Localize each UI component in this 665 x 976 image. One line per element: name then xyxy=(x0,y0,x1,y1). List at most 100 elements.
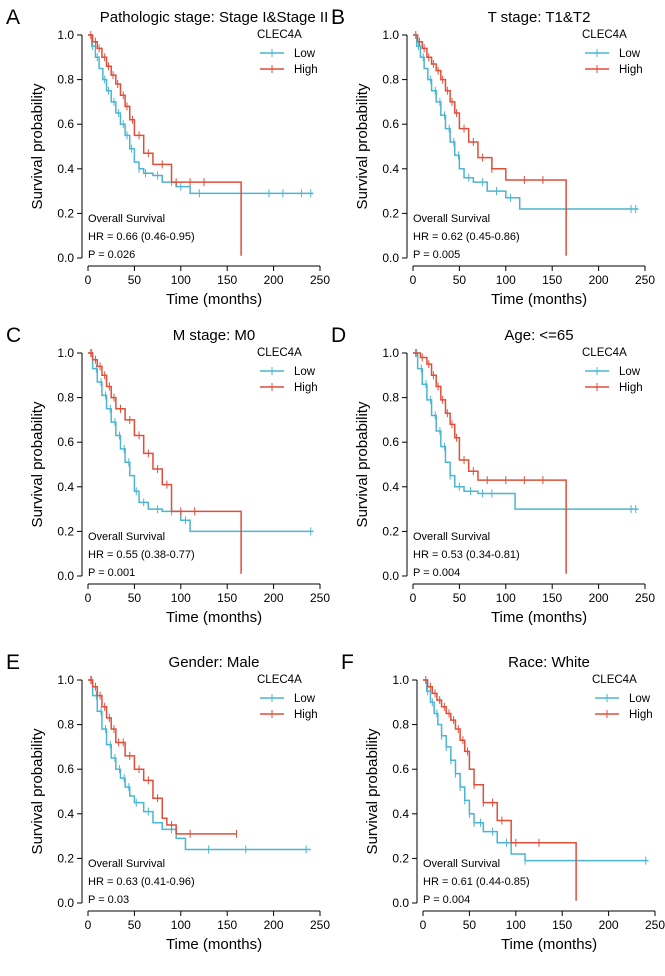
x-tick-label: 50 xyxy=(128,918,142,932)
y-tick-label: 0.0 xyxy=(57,896,74,910)
x-tick-label: 50 xyxy=(453,273,467,287)
p-value-text: P = 0.001 xyxy=(88,567,135,579)
y-tick-label: 0.4 xyxy=(382,480,399,494)
y-tick-label: 1.0 xyxy=(392,673,409,687)
y-tick-label: 0.0 xyxy=(57,569,74,583)
y-tick-label: 0.6 xyxy=(57,117,74,131)
x-tick-label: 200 xyxy=(264,918,284,932)
km-plot-svg: F Race: White 0.0 0.2 0.4 0.6 0.8 1.0 0 50 100 150 2… xyxy=(341,651,665,953)
p-value-text: P = 0.005 xyxy=(413,249,460,261)
x-axis-label: Time (months) xyxy=(166,609,262,626)
x-tick-label: 150 xyxy=(217,918,237,932)
y-tick-label: 0.0 xyxy=(57,251,74,265)
p-value-text: P = 0.004 xyxy=(423,894,470,906)
x-tick-label: 250 xyxy=(645,918,665,932)
panel-label: C xyxy=(6,324,21,347)
km-panel-f: F Race: White 0.0 0.2 0.4 0.6 0.8 1.0 0 50 100 150 2… xyxy=(335,645,665,965)
y-tick-label: 0.2 xyxy=(57,206,74,220)
legend-title: CLEC4A xyxy=(582,29,627,41)
legend-title: CLEC4A xyxy=(257,29,302,41)
survival-type-label: Overall Survival xyxy=(88,213,165,225)
legend-label-high: High xyxy=(294,64,318,76)
x-tick-label: 100 xyxy=(506,918,526,932)
y-tick-label: 0.4 xyxy=(392,807,409,821)
legend-label-low: Low xyxy=(619,48,641,60)
km-plot-svg: D Age: <=65 0.0 0.2 0.4 0.6 0.8 1.0 0 50 100 150 200… xyxy=(331,324,655,626)
legend-title: CLEC4A xyxy=(257,674,302,686)
p-value-text: P = 0.03 xyxy=(88,894,129,906)
x-tick-label: 250 xyxy=(310,273,330,287)
x-axis-label: Time (months) xyxy=(501,936,597,953)
legend-label-high: High xyxy=(619,382,643,394)
y-tick-label: 0.8 xyxy=(57,391,74,405)
panel-label: A xyxy=(6,6,20,29)
x-tick-label: 150 xyxy=(217,591,237,605)
legend-title: CLEC4A xyxy=(582,347,627,359)
panel-label: D xyxy=(331,324,346,347)
x-axis-label: Time (months) xyxy=(166,291,262,308)
y-tick-label: 0.6 xyxy=(382,435,399,449)
survival-curve-low xyxy=(413,352,639,510)
panel-label: B xyxy=(331,6,345,29)
x-tick-label: 200 xyxy=(264,591,284,605)
x-tick-label: 50 xyxy=(128,273,142,287)
y-tick-label: 0.4 xyxy=(382,162,399,176)
legend-label-low: Low xyxy=(294,366,316,378)
legend-label-high: High xyxy=(294,382,318,394)
y-tick-label: 0.8 xyxy=(382,391,399,405)
km-plot-svg: C M stage: M0 0.0 0.2 0.4 0.6 0.8 1.0 0 50 100 150 2… xyxy=(6,324,330,626)
y-tick-label: 0.8 xyxy=(57,73,74,87)
x-tick-label: 100 xyxy=(496,591,516,605)
x-tick-label: 150 xyxy=(217,273,237,287)
km-plot-svg: E Gender: Male 0.0 0.2 0.4 0.6 0.8 1.0 0 50 100 150… xyxy=(6,651,330,953)
x-tick-label: 100 xyxy=(171,273,191,287)
y-tick-label: 1.0 xyxy=(382,346,399,360)
legend-label-high: High xyxy=(629,709,653,721)
x-tick-label: 150 xyxy=(542,591,562,605)
x-tick-label: 0 xyxy=(420,918,427,932)
panel-title: T stage: T1&T2 xyxy=(488,9,591,26)
y-tick-label: 0.4 xyxy=(57,480,74,494)
y-tick-label: 1.0 xyxy=(57,673,74,687)
legend-label-high: High xyxy=(619,64,643,76)
y-tick-label: 0.6 xyxy=(57,762,74,776)
x-tick-label: 200 xyxy=(589,273,609,287)
hazard-ratio-text: HR = 0.66 (0.46-0.95) xyxy=(88,231,195,243)
x-tick-label: 0 xyxy=(410,273,417,287)
hazard-ratio-text: HR = 0.53 (0.34-0.81) xyxy=(413,549,520,561)
x-tick-label: 50 xyxy=(463,918,477,932)
km-panel-d: D Age: <=65 0.0 0.2 0.4 0.6 0.8 1.0 0 50 100 150 200… xyxy=(325,318,655,638)
y-axis-label: Survival probability xyxy=(29,83,46,209)
y-tick-label: 0.4 xyxy=(57,162,74,176)
legend-label-low: Low xyxy=(629,693,651,705)
legend-label-low: Low xyxy=(294,693,316,705)
x-axis-label: Time (months) xyxy=(491,609,587,626)
y-tick-label: 0.6 xyxy=(382,117,399,131)
x-tick-label: 100 xyxy=(496,273,516,287)
x-tick-label: 50 xyxy=(128,591,142,605)
legend-title: CLEC4A xyxy=(592,674,637,686)
p-value-text: P = 0.004 xyxy=(413,567,460,579)
y-tick-label: 0.8 xyxy=(382,73,399,87)
panel-label: F xyxy=(341,651,354,674)
y-axis-label: Survival probability xyxy=(364,728,381,854)
y-tick-label: 0.2 xyxy=(57,524,74,538)
y-tick-label: 0.0 xyxy=(382,251,399,265)
panel-title: Age: <=65 xyxy=(504,327,573,344)
survival-type-label: Overall Survival xyxy=(88,531,165,543)
hazard-ratio-text: HR = 0.55 (0.38-0.77) xyxy=(88,549,195,561)
x-tick-label: 150 xyxy=(542,273,562,287)
km-plot-svg: A Pathologic stage: Stage I&Stage II 0.0 0.… xyxy=(6,6,330,308)
survival-curve-low xyxy=(88,352,314,533)
y-tick-label: 0.6 xyxy=(57,435,74,449)
panel-title: M stage: M0 xyxy=(173,327,256,344)
x-tick-label: 250 xyxy=(635,591,655,605)
legend-label-low: Low xyxy=(619,366,641,378)
survival-type-label: Overall Survival xyxy=(88,858,165,870)
panel-title: Pathologic stage: Stage I&Stage II xyxy=(100,9,329,26)
hazard-ratio-text: HR = 0.62 (0.45-0.86) xyxy=(413,231,520,243)
km-panel-a: A Pathologic stage: Stage I&Stage II 0.0 0.… xyxy=(0,0,330,320)
y-tick-label: 0.4 xyxy=(57,807,74,821)
km-panel-e: E Gender: Male 0.0 0.2 0.4 0.6 0.8 1.0 0 50 100 150… xyxy=(0,645,330,965)
survival-type-label: Overall Survival xyxy=(413,213,490,225)
